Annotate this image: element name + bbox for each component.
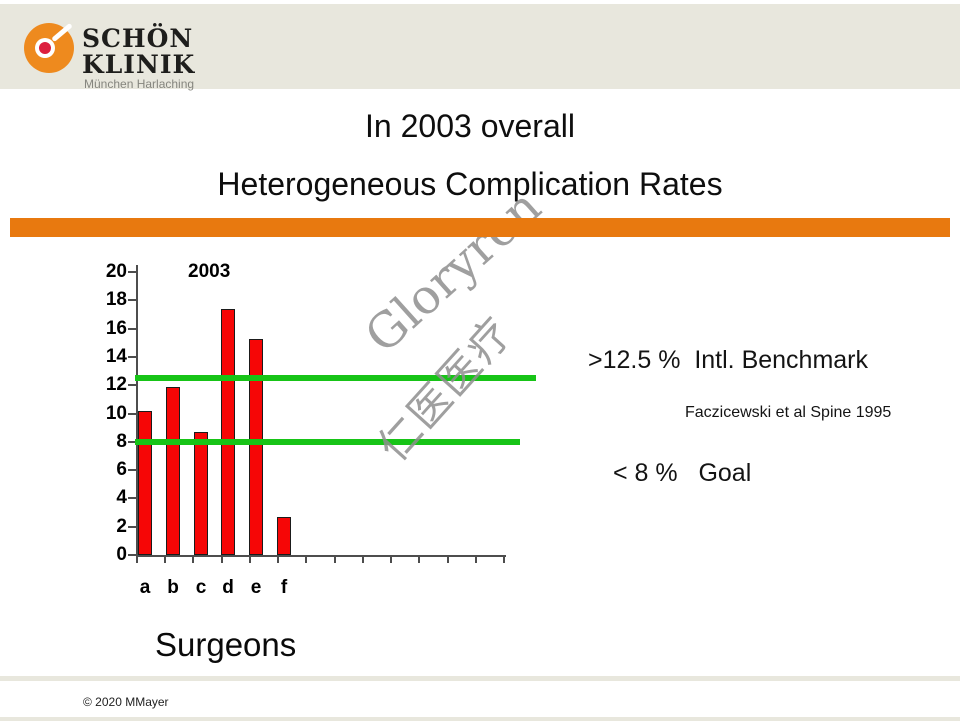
x-category-label: a [139,577,151,598]
x-category-label: c [195,577,207,598]
x-tick-mark [221,557,223,563]
y-tick-mark [128,299,136,301]
y-axis-label: 4 [116,487,127,508]
y-tick-mark [128,469,136,471]
citation-text: Faczicewski et al Spine 1995 [685,404,892,421]
y-tick-mark [128,441,136,443]
logo-red-dot [39,42,51,54]
y-axis-label: 8 [116,431,127,452]
x-category-label: e [250,577,262,598]
y-axis-label: 10 [105,403,127,424]
y-axis-label: 12 [105,374,127,395]
goal-annotation: < 8 % Goal [613,459,752,487]
x-tick-mark [334,557,336,563]
y-axis-label: 0 [116,544,127,565]
y-tick-mark [128,384,136,386]
header-band: SCHÖN KLINIK München Harlaching [0,4,960,91]
footer-stripe-top [0,676,960,681]
x-tick-mark [475,557,477,563]
bar-b [166,387,180,555]
y-axis-label: 18 [105,289,127,310]
y-tick-mark [128,526,136,528]
y-axis-label: 2 [116,516,127,537]
chart-title-2003: 2003 [188,261,231,282]
x-tick-mark [249,557,251,563]
y-tick-mark [128,328,136,330]
bar-d [221,309,235,555]
x-tick-mark [305,557,307,563]
logo-name-line2: KLINIK [82,50,196,79]
logo-name-line1: SCHÖN [82,24,194,53]
logo-subtitle: München Harlaching [84,77,195,91]
x-axis-line [136,555,506,557]
y-tick-mark [128,497,136,499]
x-tick-mark [503,557,505,563]
benchmark-annotation: >12.5 % Intl. Benchmark [588,346,869,374]
bar-a [138,411,152,555]
x-category-label: f [280,577,288,598]
bar-e [249,339,263,555]
x-tick-mark [390,557,392,563]
bar-c [194,432,208,555]
accent-divider-bar [10,218,950,237]
x-category-label: b [167,577,179,598]
x-tick-mark [192,557,194,563]
chart-caption-surgeons: Surgeons [155,626,297,663]
y-axis-line [136,265,138,557]
y-axis-label: 6 [116,459,127,480]
bar-f [277,517,291,555]
y-axis-label: 14 [105,346,127,367]
y-axis-label: 16 [105,318,127,339]
logo-needle-shape [51,22,73,43]
slide-title-line1: In 2003 overall [365,108,575,144]
x-tick-mark [136,557,138,563]
reference-line [135,439,520,445]
x-tick-mark [164,557,166,563]
y-tick-mark [128,356,136,358]
x-tick-mark [418,557,420,563]
y-tick-mark [128,413,136,415]
footer-stripe-bottom [0,717,960,721]
copyright-text: © 2020 MMayer [83,695,169,709]
slide-title-line2: Heterogeneous Complication Rates [217,166,723,202]
x-tick-mark [447,557,449,563]
complication-rates-bar-chart: 2003 0 2 4 6 8 10 12 14 16 18 20 a b c d e f [95,255,560,610]
y-axis-label: 20 [105,261,127,282]
y-tick-mark [128,271,136,273]
x-tick-mark [362,557,364,563]
reference-line [135,375,536,381]
x-tick-mark [277,557,279,563]
schoen-klinik-logo-icon [24,22,74,73]
x-category-label: d [222,577,234,598]
y-tick-mark [128,554,136,556]
